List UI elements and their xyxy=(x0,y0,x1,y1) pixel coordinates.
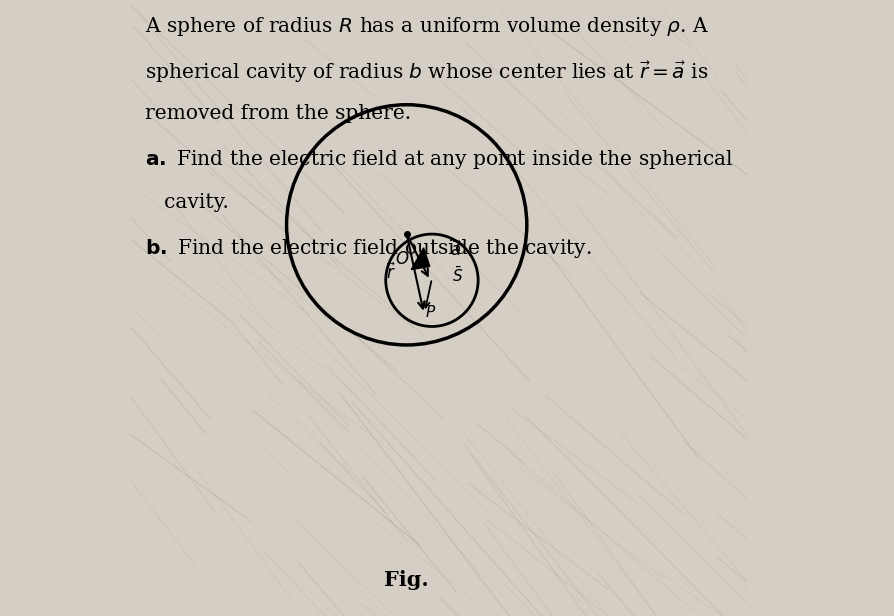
Text: $\mathbf{b.}$ Find the electric field outside the cavity.: $\mathbf{b.}$ Find the electric field ou… xyxy=(145,237,592,260)
Text: $P$: $P$ xyxy=(426,304,436,320)
Text: A sphere of radius $R$ has a uniform volume density $\rho$. A: A sphere of radius $R$ has a uniform vol… xyxy=(145,15,709,38)
Polygon shape xyxy=(411,248,430,270)
Text: cavity.: cavity. xyxy=(145,193,229,212)
Text: $\bar{S}$: $\bar{S}$ xyxy=(451,265,463,285)
Text: Fig.: Fig. xyxy=(384,570,429,590)
Text: $\vec{r}$: $\vec{r}$ xyxy=(386,262,396,283)
Text: $\vec{a}$: $\vec{a}$ xyxy=(450,240,461,260)
Text: spherical cavity of radius $b$ whose center lies at $\vec{r} = \vec{a}$ is: spherical cavity of radius $b$ whose cen… xyxy=(145,60,708,85)
Text: $\mathbf{a.}$ Find the electric field at any point inside the spherical: $\mathbf{a.}$ Find the electric field at… xyxy=(145,148,733,171)
Text: $O$: $O$ xyxy=(394,251,409,269)
Text: removed from the sphere.: removed from the sphere. xyxy=(145,104,411,123)
